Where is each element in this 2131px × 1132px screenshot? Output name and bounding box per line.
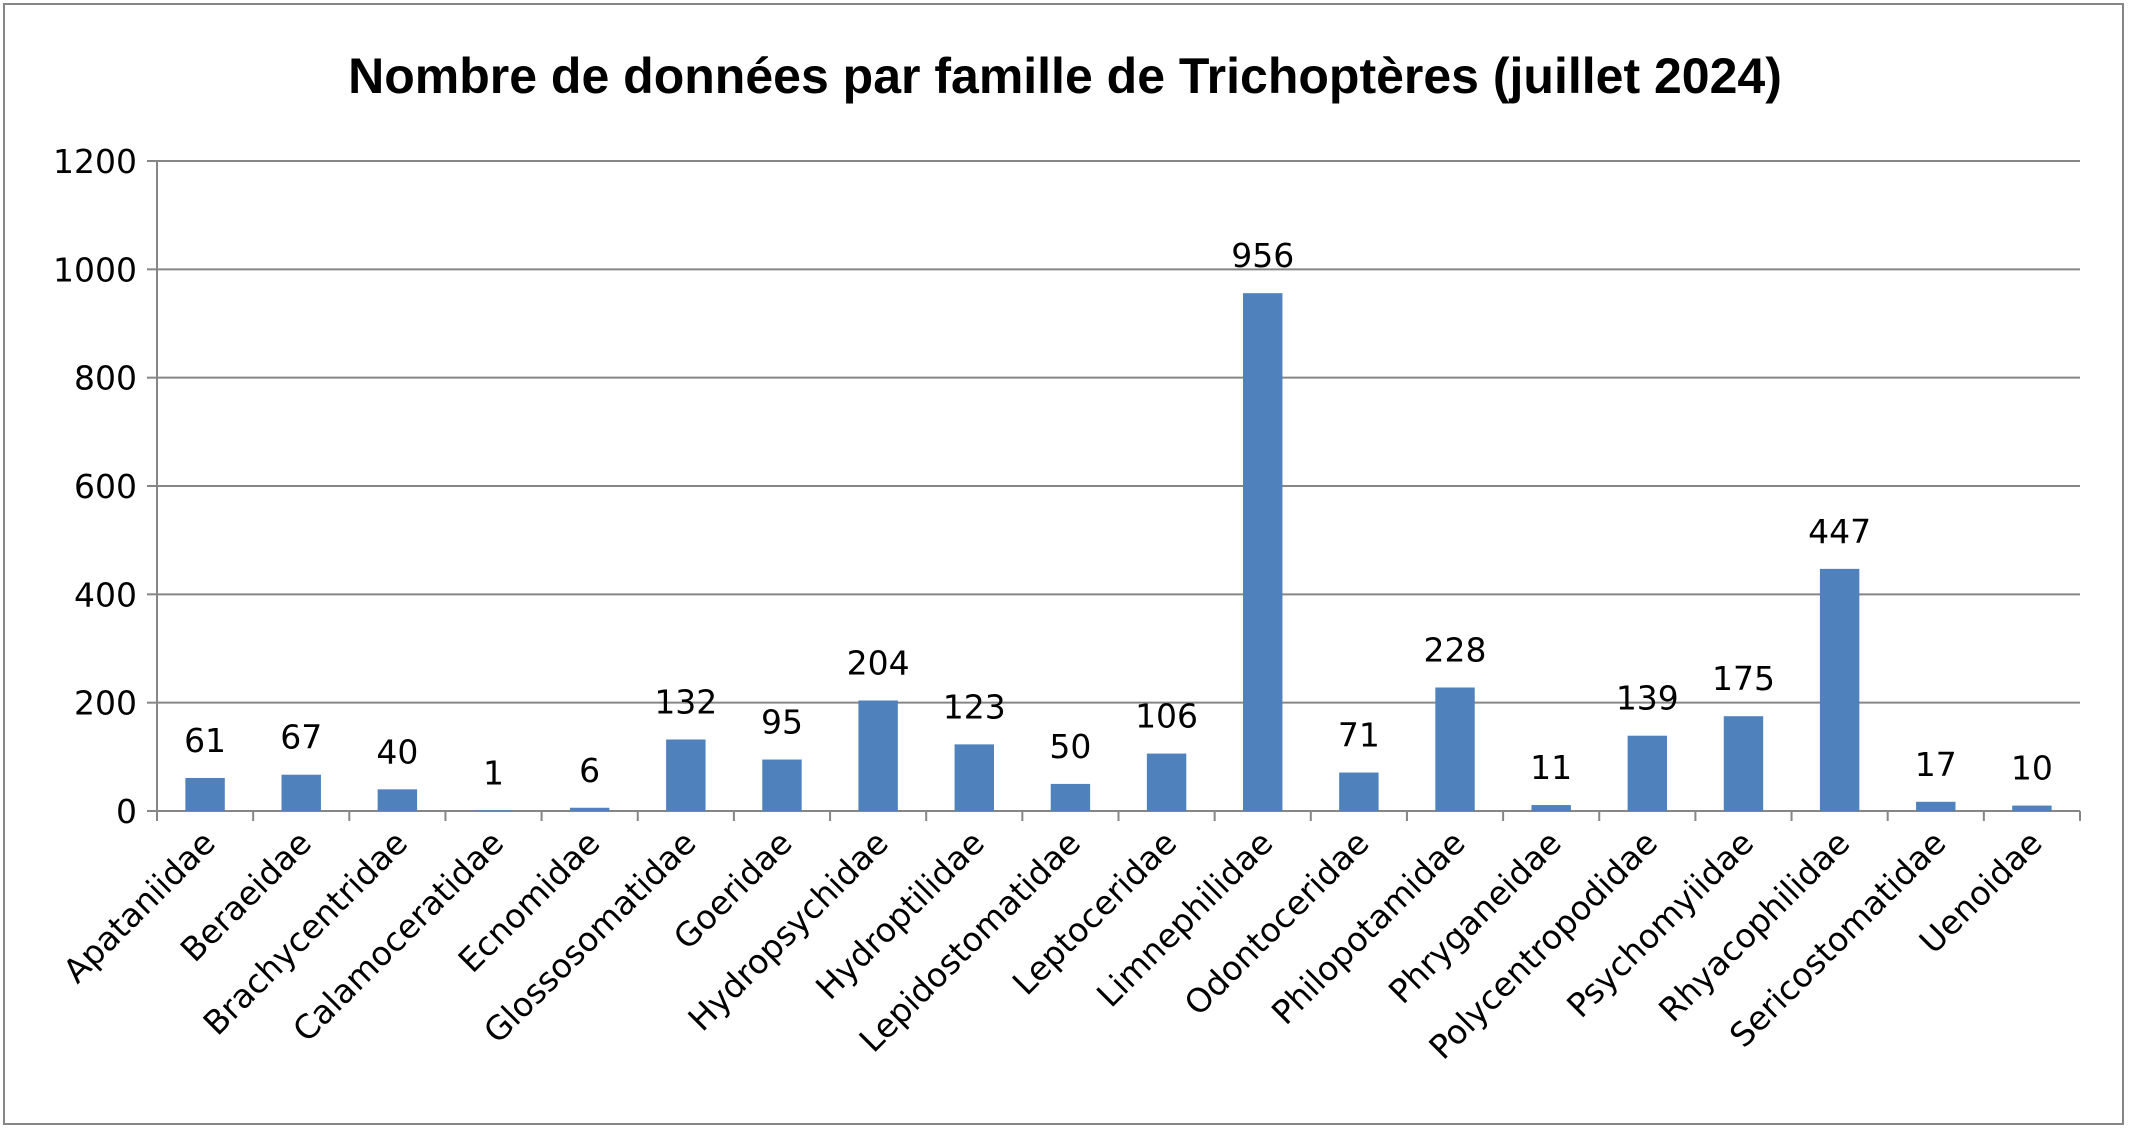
data-label: 956: [1231, 236, 1294, 275]
chart-frame: [3, 3, 2124, 1125]
y-tick-label: 1000: [53, 250, 137, 289]
data-label: 175: [1712, 659, 1775, 698]
axes: [147, 160, 2081, 821]
y-tick-label: 400: [74, 575, 137, 614]
y-tick-label: 800: [74, 359, 137, 398]
bar-odontoceridae: [1339, 772, 1379, 811]
bar-calamoceratidae: [473, 810, 514, 811]
data-labels: 61 67 40 1 6 132 95 204 123 50 106 956 71 228 11 139 175…: [184, 236, 2053, 792]
bar-sericostomatidae: [1916, 801, 1956, 811]
y-axis-ticks: 0 200 400 600 800 1000 1200: [53, 142, 137, 831]
data-label: 17: [1915, 745, 1957, 784]
x-axis-ticks: ApataniidaeBeraeidaeBrachycentridaeCalam…: [55, 823, 2049, 1067]
bar-hydropsychidae: [858, 700, 898, 811]
data-label: 204: [847, 644, 910, 683]
bar-beraeidae: [281, 774, 321, 811]
data-label: 132: [654, 683, 717, 722]
data-label: 67: [280, 718, 322, 757]
y-tick-label: 600: [74, 467, 137, 506]
data-label: 139: [1616, 679, 1679, 718]
bar-hydroptilidae: [954, 744, 994, 811]
bar-lepidostomatidae: [1050, 783, 1091, 811]
data-label: 106: [1135, 697, 1198, 736]
chart-title: Nombre de données par famille de Trichop…: [348, 48, 1782, 104]
bar-glossosomatidae: [666, 739, 706, 811]
bar-leptoceridae: [1146, 753, 1187, 811]
data-label: 40: [376, 732, 418, 771]
x-tick-label: Limnephilidae: [1089, 823, 1280, 1014]
bar-phryganeidae: [1531, 805, 1571, 811]
gridlines: [157, 160, 2080, 704]
data-label: 71: [1338, 716, 1380, 755]
y-tick-label: 0: [116, 792, 137, 831]
bar-goeridae: [762, 759, 802, 811]
data-label: 11: [1530, 748, 1572, 787]
data-label: 61: [184, 721, 226, 760]
bar-ecnomidae: [569, 807, 610, 811]
bars: [185, 293, 2052, 812]
x-tick-label: Leptoceridae: [1005, 823, 1184, 1002]
bar-rhyacophilidae: [1819, 568, 1860, 811]
data-label: 10: [2011, 749, 2053, 788]
bar-apataniidae: [185, 777, 225, 811]
data-label: 50: [1049, 727, 1091, 766]
data-label: 123: [943, 687, 1006, 726]
bar-limnephilidae: [1243, 293, 1283, 812]
bar-uenoidae: [2012, 805, 2052, 811]
data-label: 1: [483, 753, 504, 792]
data-label: 6: [579, 751, 600, 790]
x-tick-label: Phryganeidae: [1381, 823, 1569, 1011]
x-tick-label: Hydroptilidae: [808, 823, 992, 1007]
y-tick-label: 200: [74, 684, 137, 723]
bar-philopotamidae: [1435, 687, 1475, 811]
bar-psychomyiidae: [1723, 716, 1764, 811]
data-label: 447: [1808, 512, 1871, 551]
data-label: 95: [761, 703, 803, 742]
data-label: 228: [1424, 631, 1487, 670]
bar-polycentropodidae: [1627, 735, 1668, 811]
bar-brachycentridae: [377, 789, 418, 811]
y-tick-label: 1200: [53, 142, 137, 181]
